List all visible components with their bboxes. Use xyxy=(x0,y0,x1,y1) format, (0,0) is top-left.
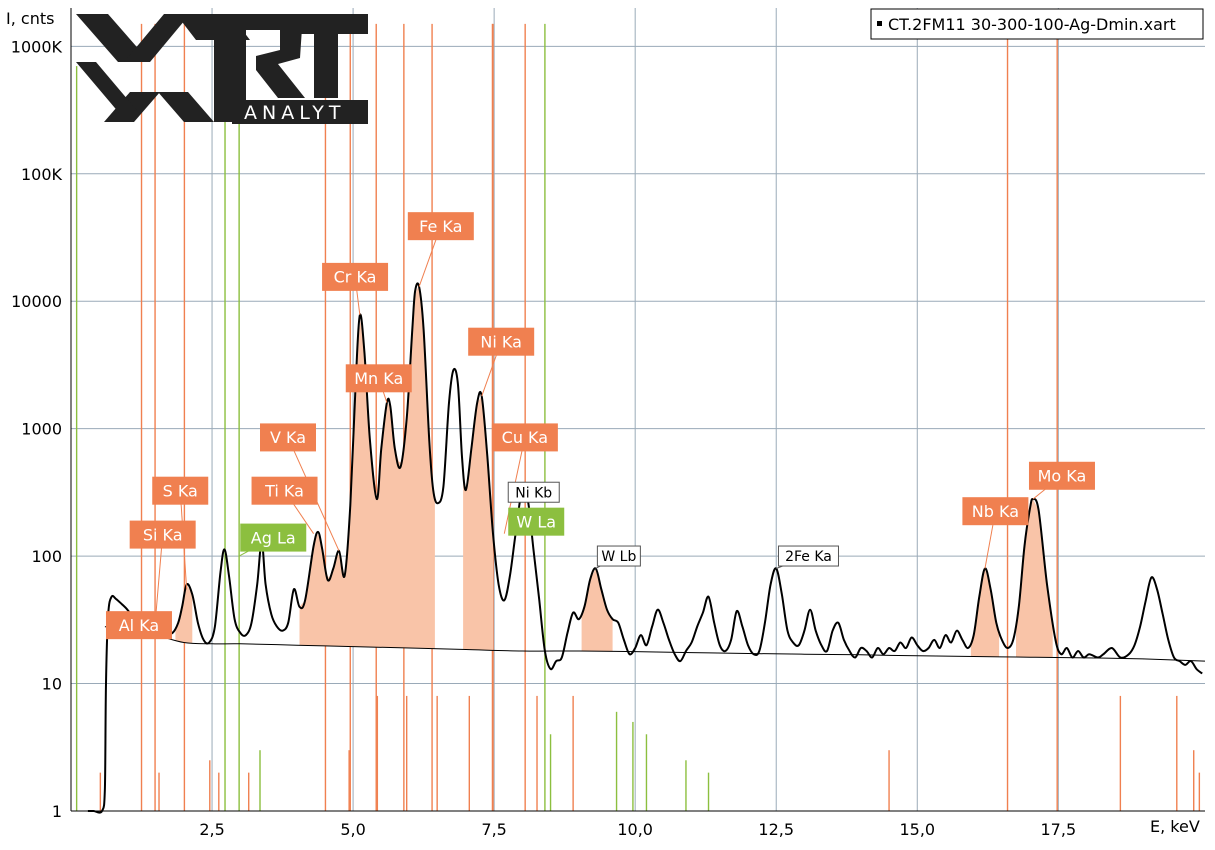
label-box xyxy=(962,497,1029,526)
peak-label: V Ka xyxy=(260,423,340,552)
x-tick-label: 17,5 xyxy=(1041,820,1077,839)
label-leader xyxy=(179,490,188,590)
label-box xyxy=(491,423,558,452)
x-tick-label: 2,5 xyxy=(199,820,224,839)
label-box xyxy=(105,611,172,640)
label-box xyxy=(508,507,565,536)
label-box xyxy=(251,476,318,505)
spectrum-curve xyxy=(87,282,1203,814)
peak-label: Ti Ka xyxy=(251,476,318,534)
peak-label: Nb Ka xyxy=(962,497,1029,569)
background-curve xyxy=(104,626,1206,662)
label-text: Ni Ka xyxy=(480,332,522,351)
legend: CT.2FM11 30-300-100-Ag-Dmin.xart xyxy=(870,8,1204,40)
element-lines xyxy=(75,23,1201,811)
label-text: S Ka xyxy=(163,481,198,500)
label-box xyxy=(129,520,196,549)
peak-fill xyxy=(1016,499,1053,658)
x-tick-label: 5,0 xyxy=(340,820,365,839)
logo-sub: ANALYT xyxy=(244,102,345,124)
y-tick-label: 100 xyxy=(31,547,62,566)
label-text: 2Fe Ka xyxy=(785,549,832,565)
peak-labels: Al Ka Si Ka S Ka Ag La Ti Ka V Ka Cr Ka Mn Ka Fe… xyxy=(105,212,1095,640)
peak-fill xyxy=(581,568,613,652)
label-text: Ti Ka xyxy=(264,481,304,500)
peak-label: Mo Ka xyxy=(1028,461,1095,500)
label-text: Ni Kb xyxy=(515,485,552,501)
label-box xyxy=(322,262,389,291)
peak-label: W Lb xyxy=(595,545,641,569)
label-box xyxy=(596,545,641,567)
label-text: Fe Ka xyxy=(419,217,462,236)
peak-label: Si Ka xyxy=(129,520,196,618)
legend-marker xyxy=(877,21,882,26)
label-text: Mo Ka xyxy=(1038,467,1087,486)
peak-label: Ag La xyxy=(238,523,307,557)
label-box xyxy=(260,423,316,452)
label-text: W La xyxy=(516,512,556,531)
label-text: Nb Ka xyxy=(972,502,1019,521)
peak-label: Mn Ka xyxy=(345,364,412,403)
label-text: Ag La xyxy=(251,528,296,547)
label-box xyxy=(777,545,839,567)
peak-fill xyxy=(175,584,193,643)
label-box xyxy=(152,476,209,505)
label-text: Mn Ka xyxy=(354,369,403,388)
peak-label: Al Ka xyxy=(105,611,172,640)
label-box xyxy=(240,523,307,552)
peak-label: Cu Ka xyxy=(491,423,558,534)
label-text: Al Ka xyxy=(119,616,160,635)
label-leader xyxy=(287,437,340,552)
label-text: Cr Ka xyxy=(334,268,377,287)
label-text: Cu Ka xyxy=(502,428,548,447)
peak-label: S Ka xyxy=(152,476,209,590)
peak-fills xyxy=(150,286,1053,658)
label-box xyxy=(1028,461,1095,490)
label-box xyxy=(507,481,560,503)
logo-mark xyxy=(76,14,368,124)
peak-label: Ni Ka xyxy=(468,327,535,397)
y-tick-label: 1 xyxy=(52,802,62,821)
legend-label: CT.2FM11 30-300-100-Ag-Dmin.xart xyxy=(888,15,1176,34)
label-box xyxy=(468,327,535,356)
x-tick-label: 7,5 xyxy=(481,820,506,839)
y-axis-label: I, cnts xyxy=(6,9,54,28)
label-box xyxy=(407,212,474,241)
peak-label: W La xyxy=(508,507,565,536)
x-tick-label: 10,0 xyxy=(617,820,653,839)
peak-label: Fe Ka xyxy=(407,212,474,287)
label-box xyxy=(345,364,412,393)
y-tick-label: 10000 xyxy=(11,292,62,311)
label-text: V Ka xyxy=(270,428,306,447)
peak-label: Ni Kb xyxy=(507,481,560,503)
peak-label: Cr Ka xyxy=(322,262,389,316)
y-tick-label: 1000K xyxy=(11,37,63,56)
legend-box xyxy=(870,8,1204,40)
xart-analyt-logo: ANALYT xyxy=(76,14,368,124)
axis-ticks: 2,5 5,0 7,5 10,0 12,5 15,0 17,5 1 10 100 1000 10000… xyxy=(11,37,1076,839)
peak-fill xyxy=(299,286,435,649)
spectrum-curves xyxy=(87,282,1206,814)
x-tick-label: 15,0 xyxy=(899,820,935,839)
x-axis-label: E, keV xyxy=(1150,817,1200,836)
y-tick-label: 10 xyxy=(42,675,62,694)
peak-fill xyxy=(970,568,1000,657)
label-text: Si Ka xyxy=(143,525,183,544)
y-tick-label: 100K xyxy=(21,165,63,184)
x-tick-label: 12,5 xyxy=(758,820,794,839)
y-tick-label: 1000 xyxy=(21,420,62,439)
label-text: W Lb xyxy=(601,549,636,565)
peak-label: 2Fe Ka xyxy=(776,545,839,569)
